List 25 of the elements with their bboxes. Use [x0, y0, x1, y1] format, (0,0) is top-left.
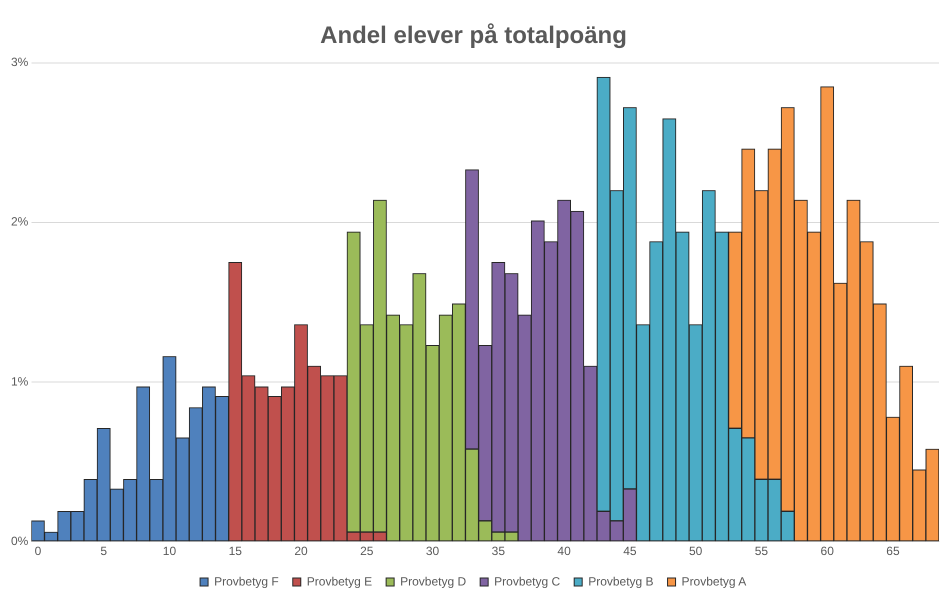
- x-tick-label: 55: [754, 544, 768, 558]
- y-tick-label: 2%: [11, 214, 29, 229]
- chart-title: Andel elever på totalpoäng: [320, 22, 627, 50]
- x-tick-label: 20: [294, 544, 308, 558]
- legend-label: Provbetyg D: [400, 574, 466, 588]
- legend-label: Provbetyg A: [682, 574, 746, 588]
- x-tick-label: 0: [34, 544, 42, 558]
- legend-label: Provbetyg B: [588, 574, 654, 588]
- y-tick-label: 1%: [11, 374, 29, 388]
- x-tick-label: 65: [886, 544, 900, 558]
- x-tick-label: 15: [228, 544, 242, 558]
- y-tick-label: 3%: [11, 55, 29, 70]
- x-tick-label: 10: [162, 544, 176, 558]
- x-tick-label: 35: [492, 544, 506, 558]
- x-tick-label: 5: [100, 544, 108, 558]
- x-tick-label: 45: [623, 544, 637, 558]
- y-tick-label: 0%: [11, 534, 29, 548]
- legend-label: Provbetyg C: [494, 574, 561, 588]
- legend-label: Provbetyg E: [306, 574, 372, 588]
- x-tick-label: 25: [360, 544, 374, 558]
- x-tick-label: 50: [688, 544, 703, 558]
- x-tick-label: 30: [426, 544, 440, 558]
- legend-label: Provbetyg F: [214, 574, 279, 588]
- x-tick-label: 60: [820, 544, 834, 558]
- x-tick-label: 40: [557, 544, 572, 558]
